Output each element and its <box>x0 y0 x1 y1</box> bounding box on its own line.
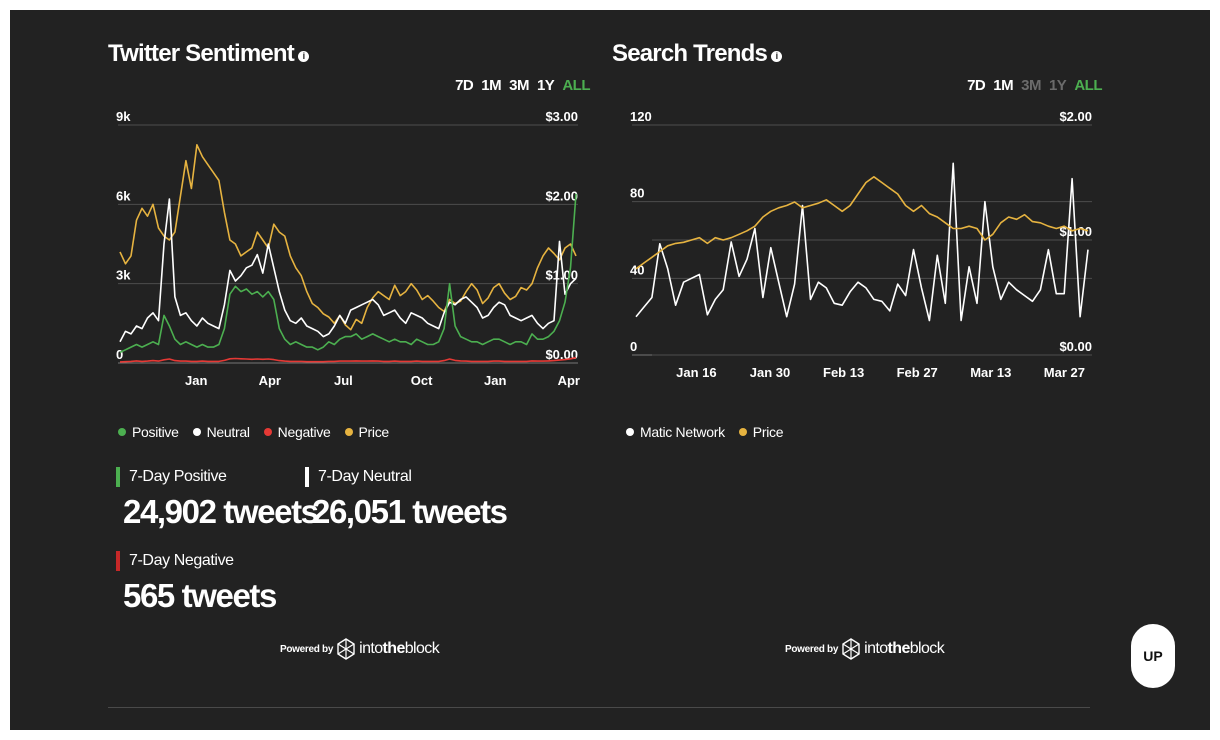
legend-dot-positive <box>118 428 126 436</box>
search-trends-title: Search Trends i <box>612 40 783 68</box>
stat-positive: 7-Day Positive 24,902 tweets <box>108 467 319 531</box>
search-chart-x-tick: Mar 27 <box>1044 365 1085 380</box>
twitter-chart-series-positive <box>119 193 577 354</box>
legend-item-negative[interactable]: Negative <box>263 424 331 440</box>
stat-neutral: 7-Day Neutral 26,051 tweets <box>297 467 508 531</box>
search-chart-y-left-tick: 0 <box>630 339 637 354</box>
search-chart-series-price <box>635 176 1089 270</box>
search-range-1y: 1Y <box>1048 77 1067 94</box>
search-trends-title-text: Search Trends <box>612 40 768 67</box>
footer-divider <box>108 707 1090 708</box>
twitter-range-selector: 7D 1M 3M 1Y ALL <box>455 77 590 94</box>
search-chart-y-right-tick: $2.00 <box>1059 109 1092 124</box>
stat-neutral-value: 26,051 tweets <box>312 493 508 530</box>
intotheblock-logo-icon <box>842 638 860 660</box>
legend-item-price[interactable]: Price <box>344 424 390 440</box>
powered-by-text: Powered by <box>785 643 839 655</box>
twitter-chart-series-price <box>119 143 577 331</box>
twitter-chart-y-left-tick: 3k <box>116 268 131 283</box>
twitter-chart-y-left-tick: 6k <box>116 188 131 203</box>
search-chart-x-tick: Feb 13 <box>823 365 864 380</box>
twitter-range-1m[interactable]: 1M <box>481 77 502 94</box>
stat-negative-value: 565 tweets <box>123 577 277 614</box>
twitter-range-all[interactable]: ALL <box>562 77 590 94</box>
twitter-chart-series-neutral <box>119 198 577 343</box>
search-chart-series-matic-network <box>635 162 1089 322</box>
legend-dot-price <box>738 428 747 436</box>
brand-block: block <box>404 640 440 657</box>
legend-label-price: Price <box>358 424 390 440</box>
intotheblock-logo-icon <box>337 638 355 660</box>
legend-label-positive: Positive <box>132 424 179 440</box>
stat-negative: 7-Day Negative 565 tweets <box>108 551 277 615</box>
stat-positive-label: 7-Day Positive <box>116 467 318 487</box>
brand-into: into <box>359 640 383 657</box>
powered-by-intotheblock[interactable]: Powered by intotheblock <box>785 638 945 660</box>
brand-into: into <box>864 640 888 657</box>
search-chart-x-tick: Jan 16 <box>676 365 716 380</box>
legend-item-matic-network[interactable]: Matic Network <box>626 424 725 440</box>
stat-negative-label: 7-Day Negative <box>116 551 276 571</box>
search-chart-y-left-tick: 80 <box>630 186 644 201</box>
legend-dot-negative <box>263 428 272 436</box>
legend-dot-price <box>344 428 353 436</box>
twitter-sentiment-title-text: Twitter Sentiment <box>108 40 295 67</box>
twitter-sentiment-title: Twitter Sentiment i <box>108 40 309 68</box>
search-chart-y-right-tick: $0.00 <box>1059 339 1092 354</box>
twitter-legend: Positive Neutral Negative Price <box>118 424 389 440</box>
twitter-chart-y-right-tick: $3.00 <box>545 109 578 124</box>
twitter-chart-series-negative <box>119 356 577 363</box>
legend-item-positive[interactable]: Positive <box>118 424 179 440</box>
stat-positive-value: 24,902 tweets <box>123 493 319 530</box>
brand-the: the <box>887 640 911 657</box>
search-range-1m[interactable]: 1M <box>993 77 1014 94</box>
twitter-chart-y-right-tick: $2.00 <box>545 188 578 203</box>
legend-label-neutral: Neutral <box>206 424 250 440</box>
search-chart-x-tick: Mar 13 <box>970 365 1011 380</box>
search-chart-y-left-tick: 120 <box>630 109 652 124</box>
search-range-all[interactable]: ALL <box>1074 77 1102 94</box>
legend-label-price: Price <box>752 424 784 440</box>
dashboard-frame: Twitter Sentiment i 7D 1M 3M 1Y ALL 0 3k 6… <box>10 10 1210 730</box>
info-icon[interactable]: i <box>297 50 309 62</box>
legend-dot-neutral <box>192 428 201 436</box>
search-chart-x-tick: Jan 30 <box>750 365 790 380</box>
twitter-chart-x-tick: Jan <box>185 373 207 388</box>
twitter-range-3m[interactable]: 3M <box>509 77 529 94</box>
twitter-chart-y-left-tick: 0 <box>116 347 123 362</box>
twitter-chart-x-tick: Jul <box>334 373 353 388</box>
intotheblock-brand: intotheblock <box>359 640 440 658</box>
search-range-7d[interactable]: 7D <box>967 77 986 94</box>
powered-by-intotheblock[interactable]: Powered by intotheblock <box>280 638 440 660</box>
legend-dot-matic-network <box>626 428 634 436</box>
legend-label-matic-network: Matic Network <box>640 424 725 440</box>
powered-by-text: Powered by <box>280 643 334 655</box>
scroll-up-button[interactable]: UP <box>1131 624 1175 688</box>
legend-item-price[interactable]: Price <box>738 424 784 440</box>
search-legend: Matic Network Price <box>626 424 784 440</box>
twitter-chart-x-tick: Oct <box>411 373 433 388</box>
search-range-selector: 7D 1M 3M 1Y ALL <box>967 77 1102 94</box>
legend-item-neutral[interactable]: Neutral <box>192 424 250 440</box>
search-chart-x-tick: Feb 27 <box>897 365 938 380</box>
twitter-chart-y-left-tick: 9k <box>116 109 131 124</box>
search-range-3m: 3M <box>1021 77 1041 94</box>
brand-the: the <box>382 640 406 657</box>
twitter-chart-x-tick: Apr <box>558 373 580 388</box>
twitter-range-7d[interactable]: 7D <box>455 77 474 94</box>
brand-block: block <box>909 640 945 657</box>
twitter-chart-x-tick: Apr <box>259 373 281 388</box>
twitter-range-1y[interactable]: 1Y <box>536 77 555 94</box>
legend-label-negative: Negative <box>277 424 331 440</box>
intotheblock-brand: intotheblock <box>864 640 945 658</box>
info-icon[interactable]: i <box>771 50 783 62</box>
twitter-chart-x-tick: Jan <box>484 373 506 388</box>
stat-neutral-label: 7-Day Neutral <box>305 467 507 487</box>
